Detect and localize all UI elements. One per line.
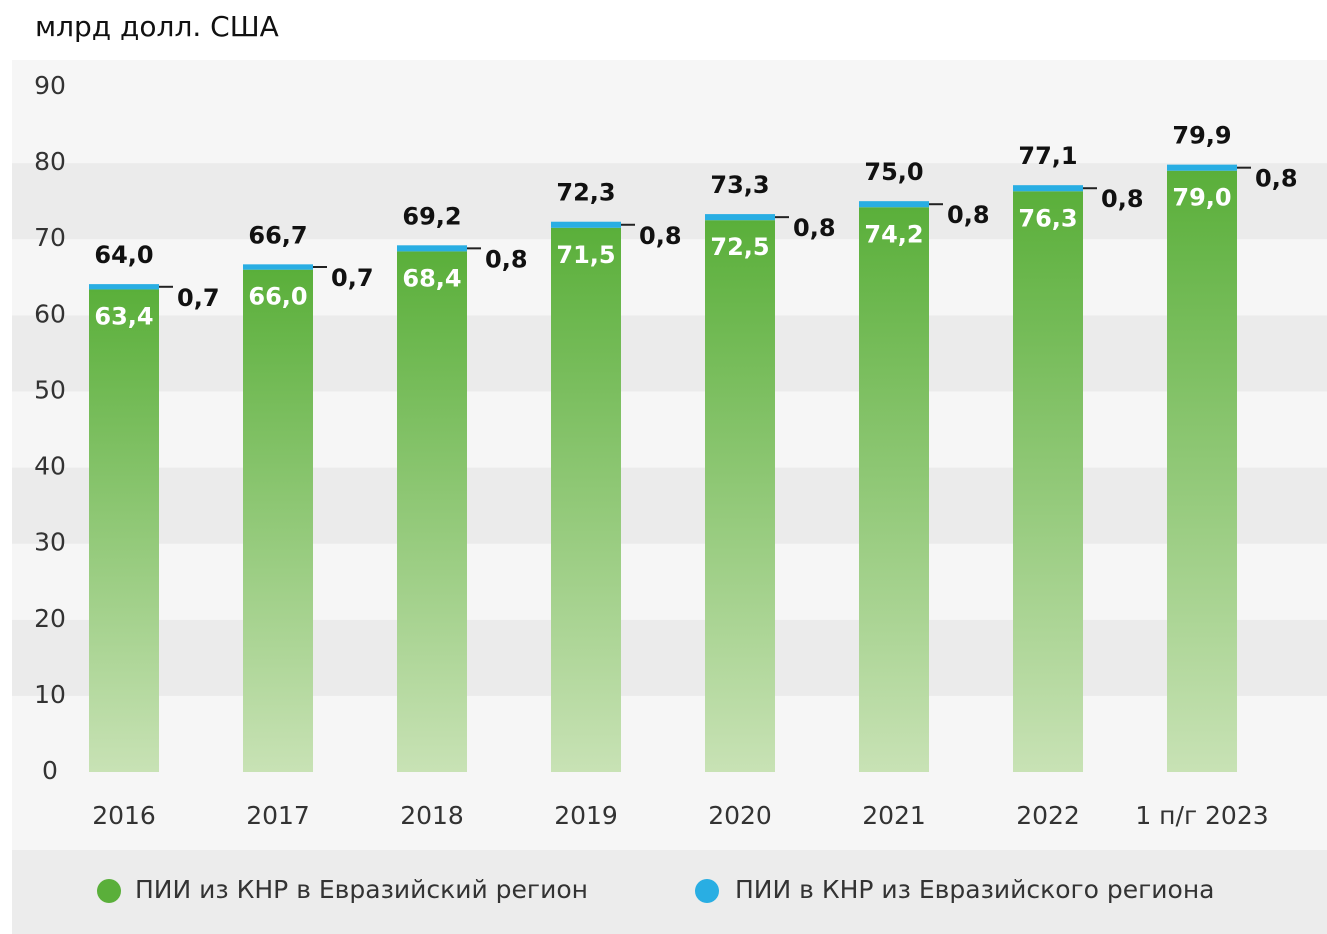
x-tick-label: 1 п/г 2023 [1135,801,1268,830]
y-tick-label: 40 [34,452,66,481]
total-label: 79,9 [1172,122,1231,150]
grid-band [12,543,1327,620]
y-tick-label: 60 [34,299,66,328]
grid-band [12,391,1327,468]
y-tick-label: 90 [34,71,66,100]
x-tick-label: 2016 [92,801,156,830]
legend-panel [12,850,1327,934]
x-tick-label: 2017 [246,801,310,830]
data-label: 71,5 [556,241,615,269]
data-label: 0,8 [485,245,528,273]
grid-band [12,619,1327,696]
bar-segment [89,284,159,290]
data-label: 68,4 [402,264,461,292]
bar-segment [705,214,775,221]
x-tick-label: 2019 [554,801,618,830]
grid-band [12,695,1327,772]
bar-segment [859,207,929,772]
total-label: 69,2 [402,202,461,230]
bar-segment [1167,164,1237,171]
x-tick-label: 2021 [862,801,926,830]
grid-band [12,163,1327,240]
legend-label: ПИИ в КНР из Евразийского региона [735,875,1215,904]
bar-segment [243,269,313,772]
y-tick-label: 20 [34,604,66,633]
x-tick-label: 2022 [1016,801,1080,830]
y-tick-label: 30 [34,528,66,557]
legend-swatch [97,879,121,903]
bar-segment [551,227,621,773]
total-label: 64,0 [94,241,153,269]
total-label: 72,3 [556,179,615,207]
y-tick-label: 70 [34,223,66,252]
data-label: 0,8 [793,214,836,242]
grid-band [12,315,1327,392]
bar-segment [397,245,467,252]
data-label: 79,0 [1172,184,1231,212]
y-tick-label: 80 [34,147,66,176]
data-label: 0,8 [639,222,682,250]
bar-segment [859,201,929,208]
bar-segment [397,251,467,772]
data-label: 74,2 [864,220,923,248]
data-label: 76,3 [1018,204,1077,232]
data-label: 0,7 [177,284,220,312]
plot: 0 10 20 30 40 50 60 70 80 90 2016 63,4 0,7 64,0 2017 66… [12,71,1327,830]
bar-segment [243,264,313,270]
grid-band [12,239,1327,316]
legend-swatch [695,879,719,903]
chart-title: млрд долл. США [35,10,279,43]
data-label: 0,8 [947,201,990,229]
bar-segment [1013,191,1083,772]
total-label: 73,3 [710,171,769,199]
x-tick-label: 2018 [400,801,464,830]
bar-segment [1167,170,1237,772]
grid-band [12,87,1327,164]
data-label: 63,4 [94,302,153,330]
y-tick-label: 0 [42,756,58,785]
bar-segment [89,289,159,772]
bar-segment [1013,185,1083,192]
data-label: 0,8 [1255,165,1298,193]
data-label: 72,5 [710,233,769,261]
grid-band [12,467,1327,544]
data-label: 0,8 [1101,185,1144,213]
total-label: 77,1 [1018,142,1077,170]
total-label: 75,0 [864,158,923,186]
bar-segment [551,221,621,228]
legend-label: ПИИ из КНР в Евразийский регион [135,875,588,904]
bar-segment [705,220,775,772]
y-tick-label: 50 [34,375,66,404]
x-tick-label: 2020 [708,801,772,830]
y-tick-label: 10 [34,680,66,709]
total-label: 66,7 [248,221,307,249]
data-label: 66,0 [248,283,307,311]
data-label: 0,7 [331,264,374,292]
